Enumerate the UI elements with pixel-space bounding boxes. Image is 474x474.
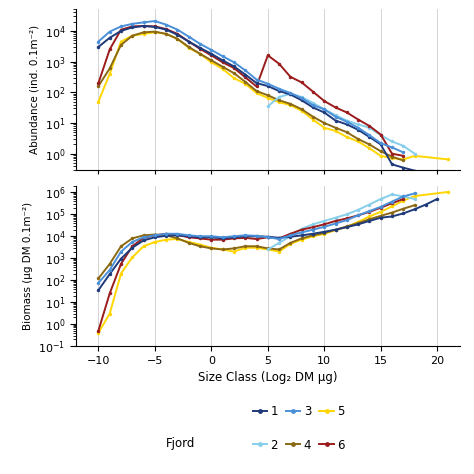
Text: Fjord: Fjord (165, 437, 195, 450)
Legend: 1, 3, 5: 1, 3, 5 (248, 401, 349, 423)
X-axis label: Size Class (Log₂ DM μg): Size Class (Log₂ DM μg) (198, 371, 337, 384)
Y-axis label: Abundance (ind. 0.1m⁻²): Abundance (ind. 0.1m⁻²) (29, 25, 39, 154)
Legend: 2, 4, 6: 2, 4, 6 (248, 434, 349, 456)
Y-axis label: Biomass (μg DM 0.1m⁻²): Biomass (μg DM 0.1m⁻²) (23, 202, 33, 330)
